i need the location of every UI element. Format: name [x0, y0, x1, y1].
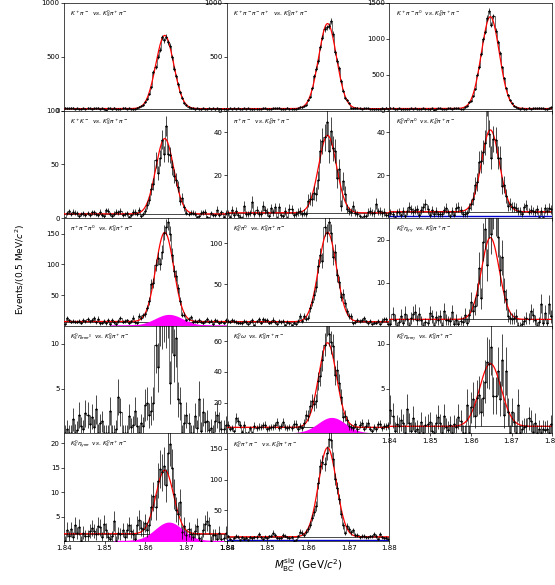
Text: Events/(0.5 MeV/$c^2$): Events/(0.5 MeV/$c^2$) — [14, 223, 27, 315]
Text: $K^+\pi^-\pi^-\pi^+$  vs. $K^0_S\pi^+\pi^-$: $K^+\pi^-\pi^-\pi^+$ vs. $K^0_S\pi^+\pi^… — [233, 8, 309, 19]
Text: $\pi^+\pi^-$  vs. $K^0_S\pi^+\pi^-$: $\pi^+\pi^-$ vs. $K^0_S\pi^+\pi^-$ — [233, 116, 290, 127]
Text: $K^0_S\eta_{\gamma\gamma}$  vs. $K^0_S\pi^+\pi^-$: $K^0_S\eta_{\gamma\gamma}$ vs. $K^0_S\pi… — [396, 223, 451, 235]
Text: $K^0_S\pi^0$  vs. $K^0_S\pi^+\pi^-$: $K^0_S\pi^0$ vs. $K^0_S\pi^+\pi^-$ — [233, 223, 286, 235]
Text: $K^+\pi^-\pi^0$  vs. $K^0_S\pi^+\pi^-$: $K^+\pi^-\pi^0$ vs. $K^0_S\pi^+\pi^-$ — [396, 8, 460, 19]
Text: $K^0_S\omega$  vs. $K^0_S\pi^+\pi^-$: $K^0_S\omega$ vs. $K^0_S\pi^+\pi^-$ — [233, 331, 284, 342]
Text: $K^0_S\eta_{\pi\pi\pi^0}$  vs. $K^0_S\pi^+\pi^-$: $K^0_S\eta_{\pi\pi\pi^0}$ vs. $K^0_S\pi^… — [70, 331, 130, 342]
Text: $K^+K^-$  vs. $K^0_S\pi^+\pi^-$: $K^+K^-$ vs. $K^0_S\pi^+\pi^-$ — [70, 116, 129, 127]
Text: $K^0_S\pi^0\pi^0$  vs. $K^0_S\pi^+\pi^-$: $K^0_S\pi^0\pi^0$ vs. $K^0_S\pi^+\pi^-$ — [396, 116, 456, 127]
Text: $K^0_S\eta_{\gamma\pi\pi}$  vs. $K^0_S\pi^+\pi^-$: $K^0_S\eta_{\gamma\pi\pi}$ vs. $K^0_S\pi… — [70, 439, 128, 450]
Text: $K^+\pi^-$  vs. $K^0_S\pi^+\pi^-$: $K^+\pi^-$ vs. $K^0_S\pi^+\pi^-$ — [70, 8, 128, 19]
Text: $M^{\rm sig}_{\rm BC}$ (GeV/$c^2$): $M^{\rm sig}_{\rm BC}$ (GeV/$c^2$) — [274, 556, 342, 574]
Text: $\pi^+\pi^-\pi^0$  vs. $K^0_S\pi^+\pi^-$: $\pi^+\pi^-\pi^0$ vs. $K^0_S\pi^+\pi^-$ — [70, 223, 134, 235]
Text: $K^0_S\pi^+\pi^-$  vs. $K^0_S\pi^+\pi^-$: $K^0_S\pi^+\pi^-$ vs. $K^0_S\pi^+\pi^-$ — [233, 439, 297, 450]
Text: $K^0_S\eta_{\pi\pi\eta}$  vs. $K^0_S\pi^+\pi^-$: $K^0_S\eta_{\pi\pi\eta}$ vs. $K^0_S\pi^+… — [396, 331, 454, 343]
